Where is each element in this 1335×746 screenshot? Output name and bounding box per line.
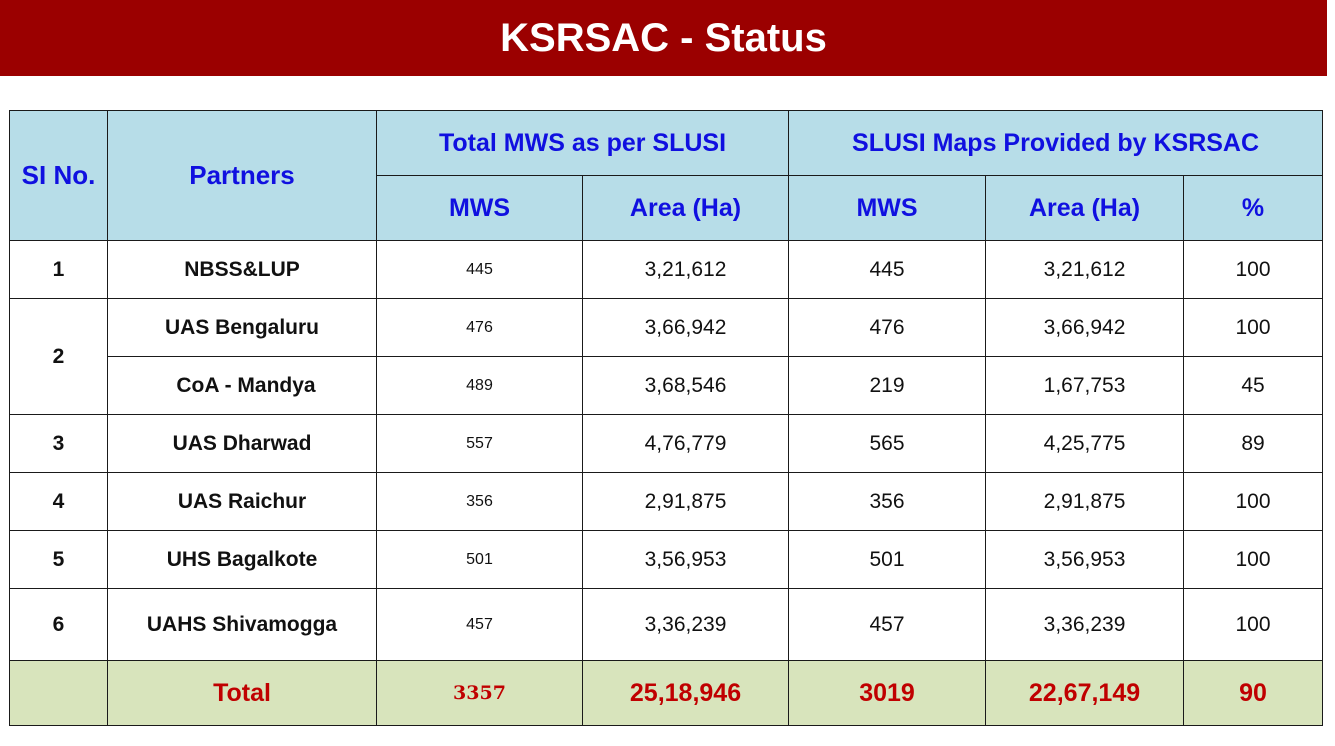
partner-cell: UAS Raichur xyxy=(107,472,377,531)
table-row: 4 UAS Raichur 356 2,91,875 356 2,91,875 … xyxy=(9,472,1324,531)
percent-cell: 89 xyxy=(1183,414,1324,473)
total-area-sum: 25,18,946 xyxy=(581,660,790,726)
ksrsac-area-cell: 1,67,753 xyxy=(985,356,1185,415)
percent-sum: 90 xyxy=(1183,660,1324,726)
total-area-cell: 3,56,953 xyxy=(581,530,790,589)
percent-cell: 45 xyxy=(1183,356,1324,415)
total-area-cell: 3,68,546 xyxy=(581,356,790,415)
sl-no-cell: 1 xyxy=(9,240,108,299)
title-bar: KSRSAC - Status xyxy=(0,0,1327,76)
header-ksrsac-area: Area (Ha) xyxy=(985,175,1185,241)
ksrsac-mws-cell: 565 xyxy=(788,414,987,473)
ksrsac-mws-sum: 3019 xyxy=(788,660,987,726)
percent-cell: 100 xyxy=(1183,472,1324,531)
total-area-cell: 3,36,239 xyxy=(581,588,790,661)
partner-cell: UHS Bagalkote xyxy=(107,530,377,589)
partner-cell: UAS Dharwad xyxy=(107,414,377,473)
header-ksrsac-mws: MWS xyxy=(788,175,987,241)
ksrsac-mws-cell: 356 xyxy=(788,472,987,531)
ksrsac-mws-cell: 219 xyxy=(788,356,987,415)
partner-cell: UAS Bengaluru xyxy=(107,298,377,357)
ksrsac-area-cell: 3,56,953 xyxy=(985,530,1185,589)
total-mws-cell: 557 xyxy=(376,414,583,473)
percent-cell: 100 xyxy=(1183,530,1324,589)
table-row: 6 UAHS Shivamogga 457 3,36,239 457 3,36,… xyxy=(9,588,1324,661)
table-row: 3 UAS Dharwad 557 4,76,779 565 4,25,775 … xyxy=(9,414,1324,473)
ksrsac-area-sum: 22,67,149 xyxy=(985,660,1185,726)
sl-no-cell: 4 xyxy=(9,472,108,531)
total-mws-cell: 489 xyxy=(376,356,583,415)
table-row: CoA - Mandya 489 3,68,546 219 1,67,753 4… xyxy=(10,356,1324,415)
ksrsac-area-cell: 3,66,942 xyxy=(985,298,1185,357)
total-mws-cell: 501 xyxy=(376,530,583,589)
table-row: 2 UAS Bengaluru 476 3,66,942 476 3,66,94… xyxy=(9,298,1324,415)
total-mws-sum: 3357 xyxy=(376,660,583,726)
ksrsac-area-cell: 2,91,875 xyxy=(985,472,1185,531)
ksrsac-area-cell: 3,21,612 xyxy=(985,240,1185,299)
total-mws-cell: 476 xyxy=(376,298,583,357)
total-mws-cell: 445 xyxy=(376,240,583,299)
total-area-cell: 2,91,875 xyxy=(581,472,790,531)
percent-cell: 100 xyxy=(1183,240,1324,299)
header-total-mws: MWS xyxy=(376,175,583,241)
total-row: Total 3357 25,18,946 3019 22,67,149 90 xyxy=(9,660,1324,726)
table-row: 5 UHS Bagalkote 501 3,56,953 501 3,56,95… xyxy=(9,530,1324,589)
partner-cell: NBSS&LUP xyxy=(107,240,377,299)
partner-cell: UAHS Shivamogga xyxy=(107,588,377,661)
table-row: 1 NBSS&LUP 445 3,21,612 445 3,21,612 100 xyxy=(9,240,1324,299)
sl-no-cell: 2 xyxy=(9,298,108,415)
header-total-mws-group: Total MWS as per SLUSI xyxy=(375,110,790,176)
total-area-cell: 3,21,612 xyxy=(581,240,790,299)
total-label: Total xyxy=(107,660,377,726)
partner-cell: CoA - Mandya xyxy=(107,356,377,415)
total-mws-cell: 356 xyxy=(376,472,583,531)
ksrsac-mws-cell: 445 xyxy=(788,240,987,299)
header-percent: % xyxy=(1183,175,1324,241)
ksrsac-mws-cell: 476 xyxy=(788,298,987,357)
page-title: KSRSAC - Status xyxy=(500,15,827,60)
sl-no-cell: 3 xyxy=(9,414,108,473)
sl-no-cell: 6 xyxy=(9,588,108,661)
ksrsac-mws-cell: 501 xyxy=(788,530,987,589)
sl-no-cell: 5 xyxy=(9,530,108,589)
header-partners: Partners xyxy=(107,110,377,241)
ksrsac-area-cell: 4,25,775 xyxy=(985,414,1185,473)
header-total-area: Area (Ha) xyxy=(581,175,790,241)
total-area-cell: 3,66,942 xyxy=(581,298,790,357)
percent-cell: 100 xyxy=(1183,298,1324,357)
ksrsac-area-cell: 3,36,239 xyxy=(985,588,1185,661)
status-table: SI No. Partners Total MWS as per SLUSI S… xyxy=(9,110,1324,726)
header-sl-no: SI No. xyxy=(9,110,108,241)
ksrsac-mws-cell: 457 xyxy=(788,588,987,661)
total-mws-cell: 457 xyxy=(376,588,583,661)
percent-cell: 100 xyxy=(1183,588,1324,661)
header-ksrsac-group: SLUSI Maps Provided by KSRSAC xyxy=(788,110,1324,176)
total-sl-cell xyxy=(9,660,108,726)
total-area-cell: 4,76,779 xyxy=(581,414,790,473)
